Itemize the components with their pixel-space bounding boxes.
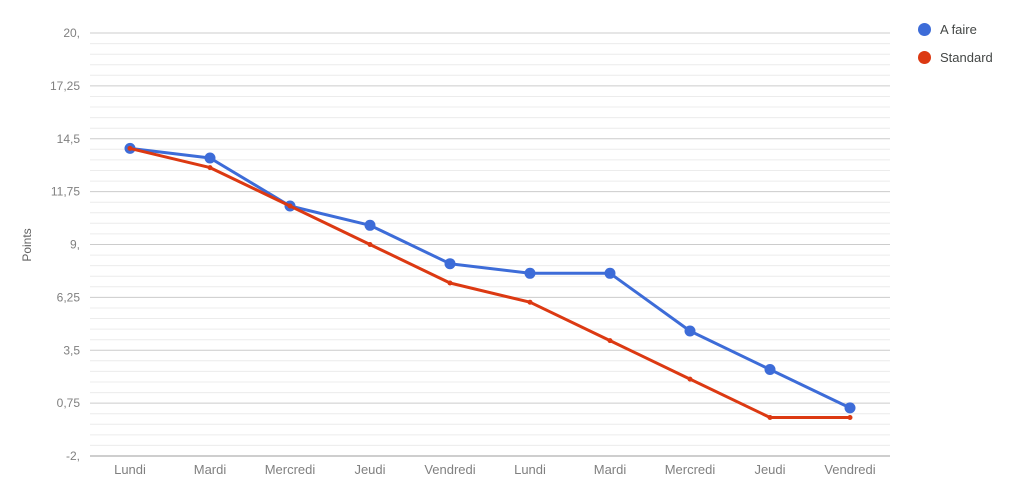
x-tick-label: Mardi bbox=[194, 462, 227, 477]
data-point-a-faire[interactable] bbox=[204, 152, 216, 164]
data-point-a-faire[interactable] bbox=[364, 219, 376, 231]
y-tick-label: 0,75 bbox=[57, 396, 81, 410]
data-point-a-faire[interactable] bbox=[684, 325, 696, 337]
x-tick-label: Mercredi bbox=[665, 462, 716, 477]
x-tick-label: Mardi bbox=[594, 462, 627, 477]
series-line-a-faire bbox=[128, 146, 852, 410]
data-point-a-faire[interactable] bbox=[444, 258, 456, 270]
legend-label-standard: Standard bbox=[940, 50, 993, 65]
y-tick-label: 6,25 bbox=[57, 290, 81, 304]
data-point-standard[interactable] bbox=[607, 338, 613, 344]
data-point-standard[interactable] bbox=[367, 242, 373, 247]
legend-label-a-faire: A faire bbox=[940, 22, 977, 37]
legend-item-standard[interactable]: Standard bbox=[918, 50, 993, 65]
data-point-a-faire[interactable] bbox=[604, 267, 616, 279]
data-point-standard[interactable] bbox=[527, 299, 533, 305]
data-point-standard[interactable] bbox=[447, 280, 453, 286]
axis-labels: 20, 17,25 14,5 11,75 9, 6,25 3,5 0,75 -2, Lundi Ma… bbox=[50, 26, 876, 477]
y-tick-label: -2, bbox=[66, 449, 80, 463]
y-tick-label: 9, bbox=[70, 238, 80, 252]
data-point-standard[interactable] bbox=[687, 376, 693, 382]
data-point-standard[interactable] bbox=[847, 415, 853, 420]
y-tick-label: 11,75 bbox=[51, 185, 80, 199]
x-tick-label: Vendredi bbox=[824, 462, 875, 477]
legend-marker-a-faire-icon bbox=[918, 23, 931, 36]
y-tick-label: 17,25 bbox=[50, 79, 80, 93]
x-tick-label: Jeudi bbox=[754, 462, 785, 477]
y-tick-label: 3,5 bbox=[63, 343, 80, 357]
x-tick-label: Lundi bbox=[114, 462, 146, 477]
legend-item-a-faire[interactable]: A faire bbox=[918, 22, 993, 37]
data-point-standard[interactable] bbox=[287, 203, 293, 209]
data-point-standard[interactable] bbox=[207, 165, 213, 171]
data-point-a-faire[interactable] bbox=[764, 364, 776, 375]
y-tick-label: 14,5 bbox=[57, 132, 81, 146]
x-tick-label: Lundi bbox=[514, 462, 546, 477]
y-tick-label: 20, bbox=[63, 26, 80, 40]
y-axis-title: Points bbox=[20, 228, 34, 261]
x-tick-label: Vendredi bbox=[424, 462, 475, 477]
x-tick-label: Mercredi bbox=[265, 462, 316, 477]
series-line-standard bbox=[128, 146, 852, 419]
gridlines bbox=[90, 32, 890, 457]
data-point-a-faire[interactable] bbox=[844, 402, 856, 414]
x-tick-label: Jeudi bbox=[354, 462, 385, 477]
series-lines bbox=[124, 142, 856, 420]
data-point-a-faire[interactable] bbox=[524, 267, 536, 279]
data-point-standard[interactable] bbox=[127, 145, 133, 151]
legend: A faire Standard bbox=[918, 22, 993, 65]
legend-marker-standard-icon bbox=[918, 51, 931, 64]
data-point-standard[interactable] bbox=[767, 415, 773, 420]
